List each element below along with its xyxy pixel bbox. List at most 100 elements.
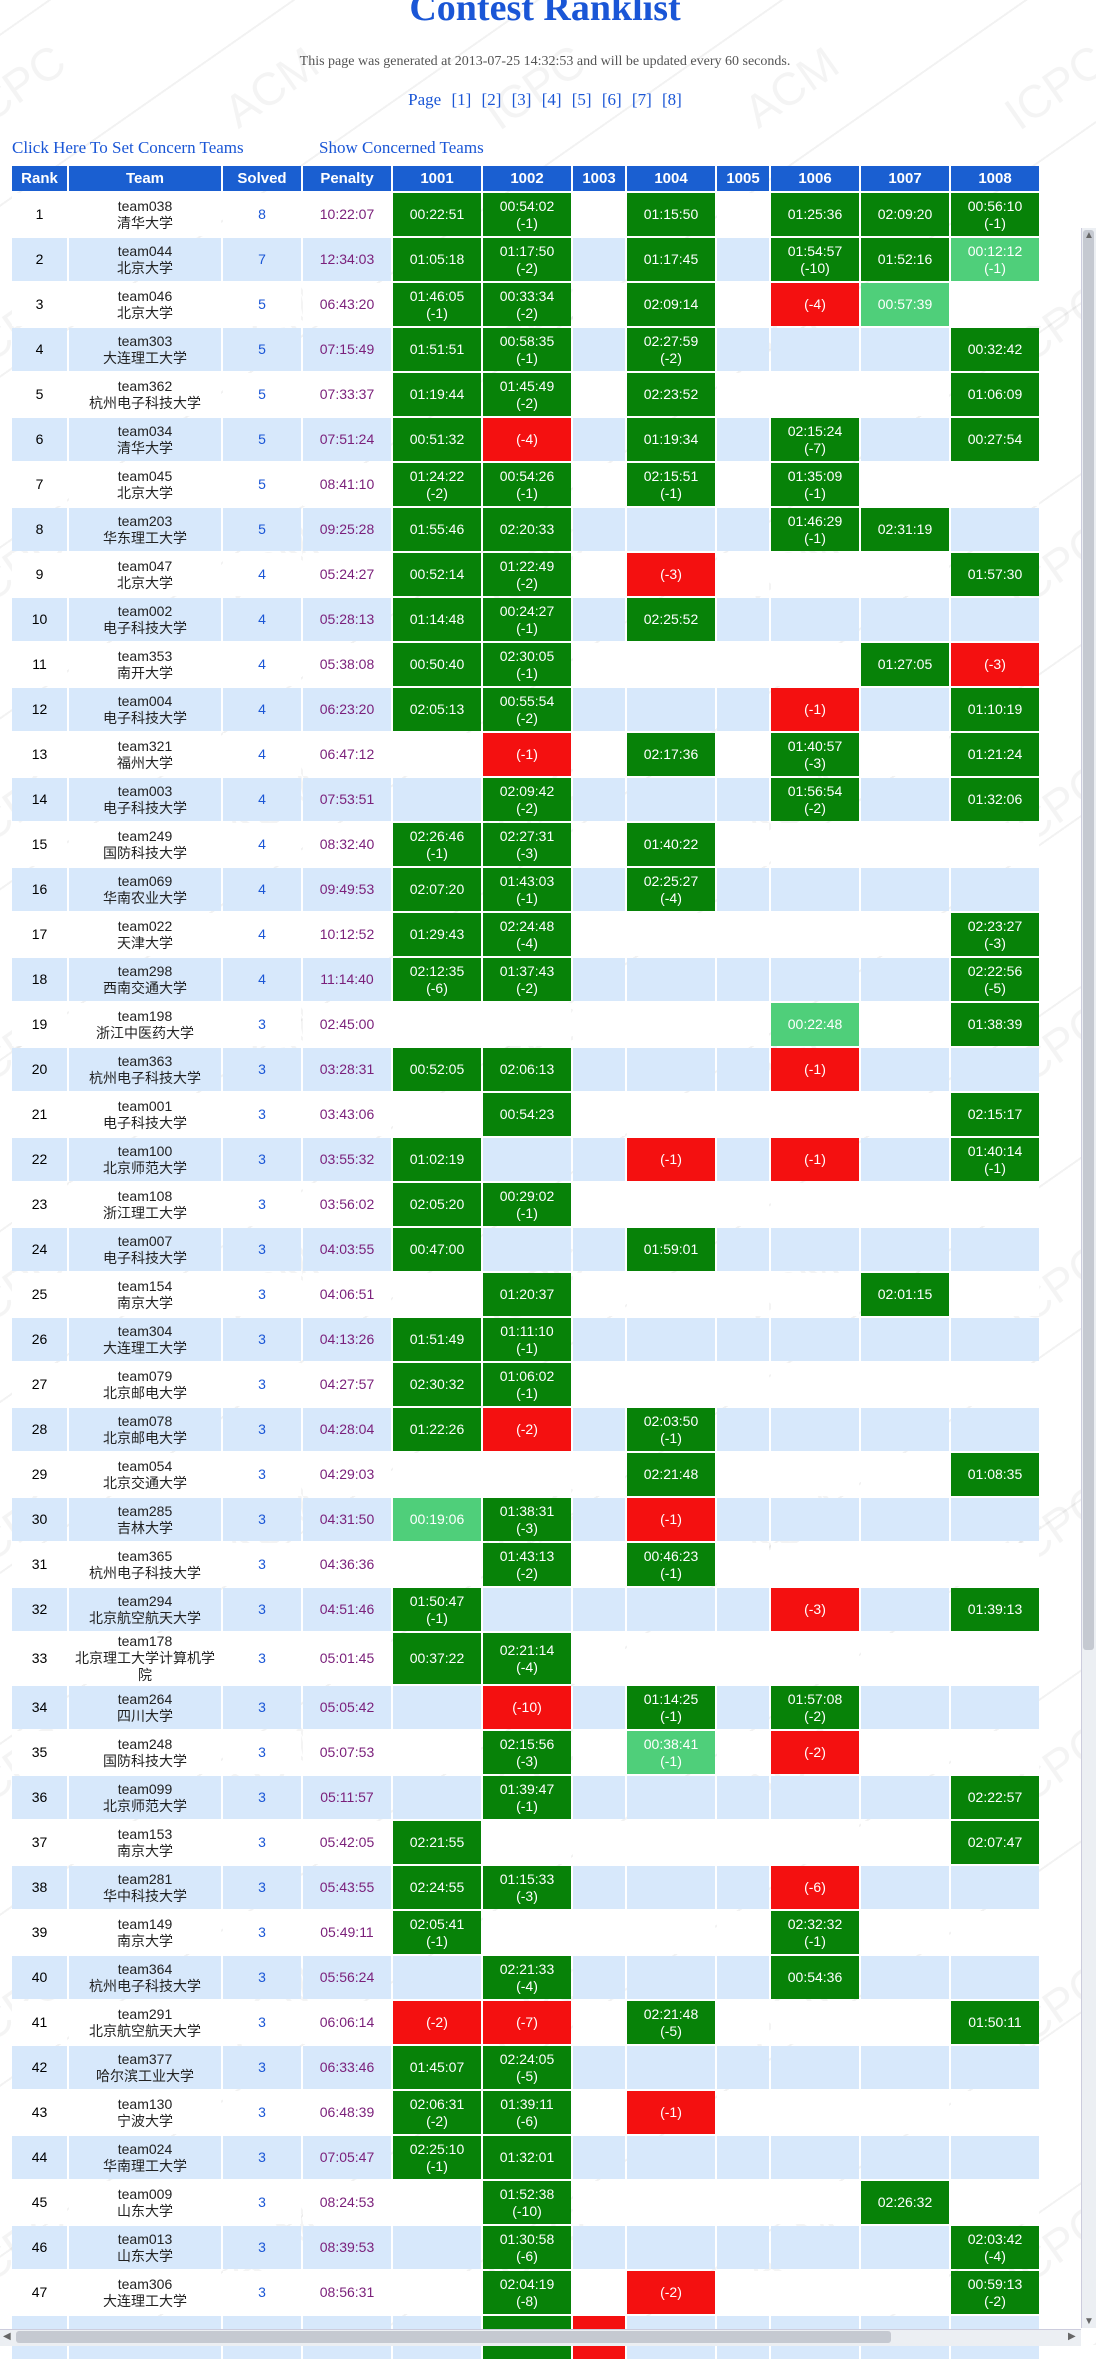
team-cell[interactable]: team038 清华大学 [69,193,221,236]
team-cell[interactable]: team298 西南交通大学 [69,958,221,1001]
problem-cell [861,1911,949,1954]
team-school: 北京师范大学 [103,1159,187,1176]
problem-cell [717,1956,769,1999]
problem-result: 01:21:24 [967,746,1023,762]
team-cell[interactable]: team304 大连理工大学 [69,1318,221,1361]
header-problem-1008[interactable]: 1008 [951,166,1039,191]
team-cell[interactable]: team198 浙江中医药大学 [69,1003,221,1046]
team-cell[interactable]: team046 北京大学 [69,283,221,326]
team-cell[interactable]: team009 山东大学 [69,2181,221,2224]
set-concern-teams-link[interactable]: Click Here To Set Concern Teams [12,138,244,157]
team-cell[interactable]: team291 北京航空航天大学 [69,2001,221,2044]
header-rank[interactable]: Rank [12,166,67,191]
team-cell[interactable]: team285 吉林大学 [69,1498,221,1541]
team-cell[interactable]: team364 杭州电子科技大学 [69,1956,221,1999]
problem-cell [771,2091,859,2134]
header-problem-1002[interactable]: 1002 [483,166,571,191]
problem-result: 02:01:15 [877,1286,933,1302]
header-problem-1001[interactable]: 1001 [393,166,481,191]
problem-result: 01:40:57 [787,737,843,754]
team-cell[interactable]: team303 大连理工大学 [69,328,221,371]
team-cell[interactable]: team321 福州大学 [69,733,221,776]
problem-cell: 02:24:55 [393,1866,481,1909]
team-cell[interactable]: team078 北京邮电大学 [69,1408,221,1451]
problem-cell: 01:15:50 [627,193,715,236]
team-cell[interactable]: team002 电子科技大学 [69,598,221,641]
rank-cell: 32 [12,1588,67,1631]
problem-attempts: (-2) [804,1707,826,1724]
team-cell[interactable]: team203 华东理工大学 [69,508,221,551]
team-cell[interactable]: team047 北京大学 [69,553,221,596]
pager-link[interactable]: [8] [662,90,682,109]
team-cell[interactable]: team377 哈尔滨工业大学 [69,2046,221,2089]
header-problem-1005[interactable]: 1005 [717,166,769,191]
problem-cell [951,283,1039,326]
problem-cell: 01:19:44 [393,373,481,416]
team-cell[interactable]: team108 浙江理工大学 [69,1183,221,1226]
team-cell[interactable]: team130 宁波大学 [69,2091,221,2134]
team-cell[interactable]: team044 北京大学 [69,238,221,281]
team-cell[interactable]: team365 杭州电子科技大学 [69,1543,221,1586]
table-row: 40 team364 杭州电子科技大学 3 05:56:24 02:21:33 (-4) 00… [12,1956,1039,1999]
team-cell[interactable]: team149 南京大学 [69,1911,221,1954]
team-id: team046 [117,287,173,304]
team-cell[interactable]: team281 华中科技大学 [69,1866,221,1909]
team-cell[interactable]: team249 国防科技大学 [69,823,221,866]
problem-cell [573,1363,625,1406]
team-cell[interactable]: team178 北京理工大学计算机学院 [69,1633,221,1684]
team-cell[interactable]: team054 北京交通大学 [69,1453,221,1496]
team-cell[interactable]: team001 电子科技大学 [69,1093,221,1136]
pager-link[interactable]: [7] [631,90,652,109]
team-cell[interactable]: team363 杭州电子科技大学 [69,1048,221,1091]
team-cell[interactable]: team153 南京大学 [69,1821,221,1864]
problem-cell: 00:51:32 [393,418,481,461]
show-concerned-teams-link[interactable]: Show Concerned Teams [319,138,484,157]
pager-link[interactable]: [5] [571,90,592,109]
table-row: 13 team321 福州大学 4 06:47:12 (-1) 02:17:36 01:40:… [12,733,1039,776]
team-cell[interactable]: team003 电子科技大学 [69,778,221,821]
arrow-right-icon[interactable]: ▶ [1068,2331,1076,2342]
problem-cell [771,823,859,866]
team-cell[interactable]: team004 电子科技大学 [69,688,221,731]
pager-link[interactable]: [1] [451,90,472,109]
team-cell[interactable]: team100 北京师范大学 [69,1138,221,1181]
team-cell[interactable]: team079 北京邮电大学 [69,1363,221,1406]
team-cell[interactable]: team264 四川大学 [69,1686,221,1729]
team-cell[interactable]: team007 电子科技大学 [69,1228,221,1271]
team-cell[interactable]: team013 山东大学 [69,2226,221,2269]
header-penalty[interactable]: Penalty [303,166,391,191]
header-problem-1004[interactable]: 1004 [627,166,715,191]
team-cell[interactable]: team154 南京大学 [69,1273,221,1316]
arrow-left-icon[interactable]: ◀ [3,2331,11,2342]
vertical-scrollbar-thumb[interactable] [1083,230,1094,1650]
arrow-up-icon[interactable]: ▲ [1084,230,1094,241]
team-cell[interactable]: team362 杭州电子科技大学 [69,373,221,416]
problem-result: 01:46:05 [409,287,465,304]
horizontal-scrollbar-thumb[interactable] [16,2331,891,2343]
header-problem-1003[interactable]: 1003 [573,166,625,191]
team-cell[interactable]: team099 北京师范大学 [69,1776,221,1819]
header-solved[interactable]: Solved [223,166,301,191]
problem-result: 02:03:50 [643,1412,699,1429]
problem-cell: 01:10:19 [951,688,1039,731]
team-cell[interactable]: team024 华南理工大学 [69,2136,221,2179]
pager-link[interactable]: [6] [601,90,622,109]
team-cell[interactable]: team248 国防科技大学 [69,1731,221,1774]
team-cell[interactable]: team069 华南农业大学 [69,868,221,911]
team-id: team022 [117,917,173,934]
team-cell[interactable]: team034 清华大学 [69,418,221,461]
pager-link[interactable]: [4] [541,90,562,109]
header-problem-1007[interactable]: 1007 [861,166,949,191]
team-cell[interactable]: team353 南开大学 [69,643,221,686]
team-cell[interactable]: team294 北京航空航天大学 [69,1588,221,1631]
header-team[interactable]: Team [69,166,221,191]
pager-link[interactable]: [2] [481,90,502,109]
problem-result: 01:40:14 [967,1142,1023,1159]
pager-link[interactable]: [3] [511,90,532,109]
team-cell[interactable]: team306 大连理工大学 [69,2271,221,2314]
team-cell[interactable]: team045 北京大学 [69,463,221,506]
header-problem-1006[interactable]: 1006 [771,166,859,191]
rank-cell: 13 [12,733,67,776]
team-cell[interactable]: team022 天津大学 [69,913,221,956]
arrow-down-icon[interactable]: ▼ [1084,2316,1094,2327]
